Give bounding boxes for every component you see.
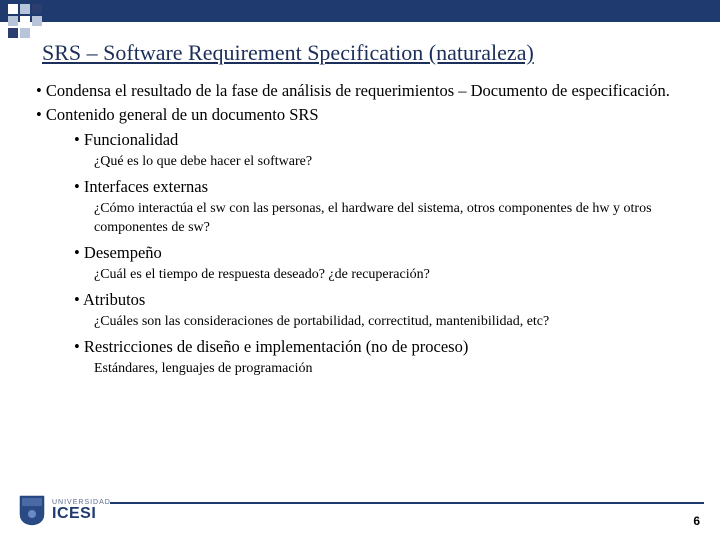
- bullet-level3: ¿Cuáles son las consideraciones de porta…: [94, 313, 684, 332]
- university-logo: UNIVERSIDAD ICESI: [18, 494, 111, 526]
- bullet-level2: • Funcionalidad: [74, 129, 684, 151]
- bullet-level3: ¿Qué es lo que debe hacer el software?: [94, 153, 684, 172]
- bullet-level1: • Contenido general de un documento SRS: [36, 104, 684, 126]
- slide-title: SRS – Software Requirement Specification…: [42, 40, 720, 66]
- header-bar: [0, 0, 720, 22]
- footer: UNIVERSIDAD ICESI 6: [0, 486, 720, 532]
- bullet-level2: • Interfaces externas: [74, 176, 684, 198]
- shield-icon: [18, 494, 46, 526]
- slide-content: • Condensa el resultado de la fase de an…: [36, 80, 684, 379]
- bullet-level2: • Restricciones de diseño e implementaci…: [74, 336, 684, 358]
- bullet-level2: • Atributos: [74, 289, 684, 311]
- page-number: 6: [693, 514, 700, 528]
- bullet-level3: ¿Cómo interactúa el sw con las personas,…: [94, 200, 684, 238]
- bullet-level1: • Condensa el resultado de la fase de an…: [36, 80, 684, 102]
- decorative-squares: [8, 4, 42, 38]
- bullet-level3: ¿Cuál es el tiempo de respuesta deseado?…: [94, 266, 684, 285]
- logo-name: ICESI: [52, 506, 111, 522]
- bullet-level3: Estándares, lenguajes de programación: [94, 360, 684, 379]
- bullet-level2: • Desempeño: [74, 242, 684, 264]
- footer-divider: [110, 502, 704, 504]
